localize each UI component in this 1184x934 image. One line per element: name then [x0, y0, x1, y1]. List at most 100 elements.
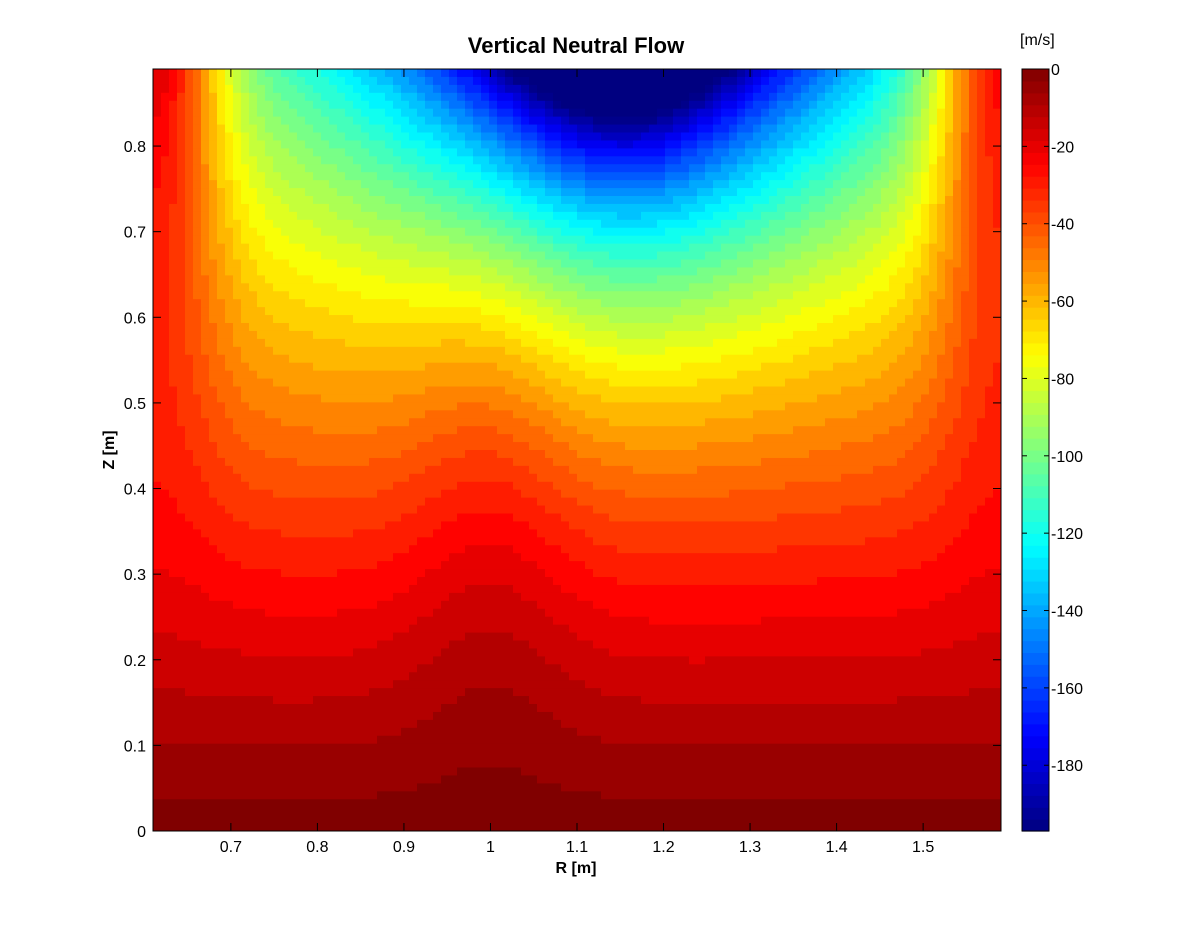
heatmap-cell: [537, 799, 546, 808]
heatmap-cell: [209, 457, 218, 467]
heatmap-cell: [161, 275, 170, 284]
heatmap-cell: [305, 69, 314, 78]
heatmap-cell: [297, 299, 306, 308]
heatmap-cell: [201, 592, 210, 602]
heatmap-cell: [217, 156, 226, 165]
heatmap-cell: [225, 815, 234, 824]
heatmap-cell: [329, 291, 338, 300]
heatmap-cell: [545, 584, 554, 594]
heatmap-cell: [289, 235, 298, 245]
heatmap-cell: [529, 807, 538, 816]
heatmap-cell: [393, 410, 402, 419]
heatmap-cell: [473, 315, 482, 324]
heatmap-cell: [361, 481, 370, 491]
heatmap-cell: [377, 680, 386, 689]
heatmap-cell: [305, 513, 314, 523]
heatmap-cell: [265, 497, 274, 507]
heatmap-cell: [369, 307, 378, 316]
heatmap-cell: [257, 84, 266, 94]
heatmap-cell: [401, 569, 410, 578]
heatmap-cell: [337, 180, 346, 189]
heatmap-cell: [153, 656, 162, 665]
heatmap-cell: [209, 648, 218, 657]
heatmap-cell: [401, 92, 410, 102]
heatmap-cell: [177, 346, 186, 356]
heatmap-cell: [241, 219, 250, 229]
heatmap-cell: [377, 656, 386, 665]
heatmap-cell: [281, 656, 290, 665]
heatmap-cell: [169, 172, 178, 181]
heatmap-cell: [513, 529, 522, 538]
heatmap-cell: [513, 84, 522, 94]
heatmap-cell: [321, 92, 330, 102]
heatmap-cell: [241, 592, 250, 602]
heatmap-cell: [449, 711, 458, 721]
heatmap-cell: [185, 362, 194, 372]
heatmap-cell: [553, 783, 562, 792]
heatmap-cell: [265, 227, 274, 237]
heatmap-cell: [345, 640, 354, 650]
heatmap-cell: [241, 450, 250, 459]
heatmap-cell: [169, 354, 178, 364]
heatmap-cell: [385, 775, 394, 784]
heatmap-cell: [233, 727, 242, 737]
heatmap-cell: [513, 434, 522, 443]
heatmap-cell: [225, 759, 234, 769]
heatmap-cell: [273, 140, 282, 149]
heatmap-cell: [385, 648, 394, 657]
heatmap-cell: [481, 442, 490, 451]
heatmap-cell: [369, 688, 378, 697]
heatmap-cell: [241, 76, 250, 86]
heatmap-cell: [329, 521, 338, 530]
heatmap-cell: [329, 719, 338, 729]
heatmap-cell: [265, 569, 274, 578]
heatmap-cell: [305, 124, 314, 134]
heatmap-cell: [457, 434, 466, 443]
heatmap-cell: [489, 696, 498, 705]
heatmap-cell: [289, 108, 298, 118]
heatmap-cell: [433, 465, 442, 475]
heatmap-cell: [497, 489, 506, 499]
heatmap-cell: [265, 69, 274, 78]
heatmap-cell: [401, 616, 410, 626]
heatmap-cell: [521, 727, 530, 737]
heatmap-cell: [329, 751, 338, 761]
heatmap-cell: [289, 283, 298, 292]
heatmap-cell: [393, 561, 402, 570]
heatmap-cell: [561, 124, 570, 134]
heatmap-cell: [425, 84, 434, 94]
heatmap-cell: [345, 704, 354, 713]
heatmap-cell: [433, 799, 442, 808]
heatmap-cell: [177, 481, 186, 491]
heatmap-cell: [217, 251, 226, 261]
heatmap-cell: [249, 759, 258, 769]
heatmap-cell: [497, 616, 506, 626]
heatmap-cell: [305, 140, 314, 149]
heatmap-cell: [417, 227, 426, 237]
heatmap-cell: [305, 196, 314, 205]
heatmap-cell: [161, 188, 170, 197]
heatmap-cell: [497, 330, 506, 340]
heatmap-cell: [337, 410, 346, 419]
heatmap-cell: [233, 211, 242, 221]
heatmap-cell: [345, 148, 354, 157]
heatmap-cell: [521, 561, 530, 570]
heatmap-cell: [297, 680, 306, 689]
heatmap-cell: [273, 116, 282, 126]
heatmap-cell: [321, 140, 330, 149]
heatmap-cell: [225, 640, 234, 650]
heatmap-cell: [465, 791, 474, 800]
heatmap-cell: [489, 330, 498, 340]
heatmap-cell: [465, 299, 474, 308]
heatmap-cell: [217, 505, 226, 515]
heatmap-cell: [505, 132, 514, 142]
heatmap-cell: [241, 188, 250, 197]
heatmap-cell: [417, 704, 426, 713]
heatmap-cell: [201, 521, 210, 530]
heatmap-cell: [481, 259, 490, 269]
heatmap-cell: [289, 211, 298, 221]
heatmap-cell: [161, 656, 170, 665]
heatmap-cell: [353, 259, 362, 269]
heatmap-cell: [313, 370, 322, 380]
heatmap-cell: [257, 291, 266, 300]
